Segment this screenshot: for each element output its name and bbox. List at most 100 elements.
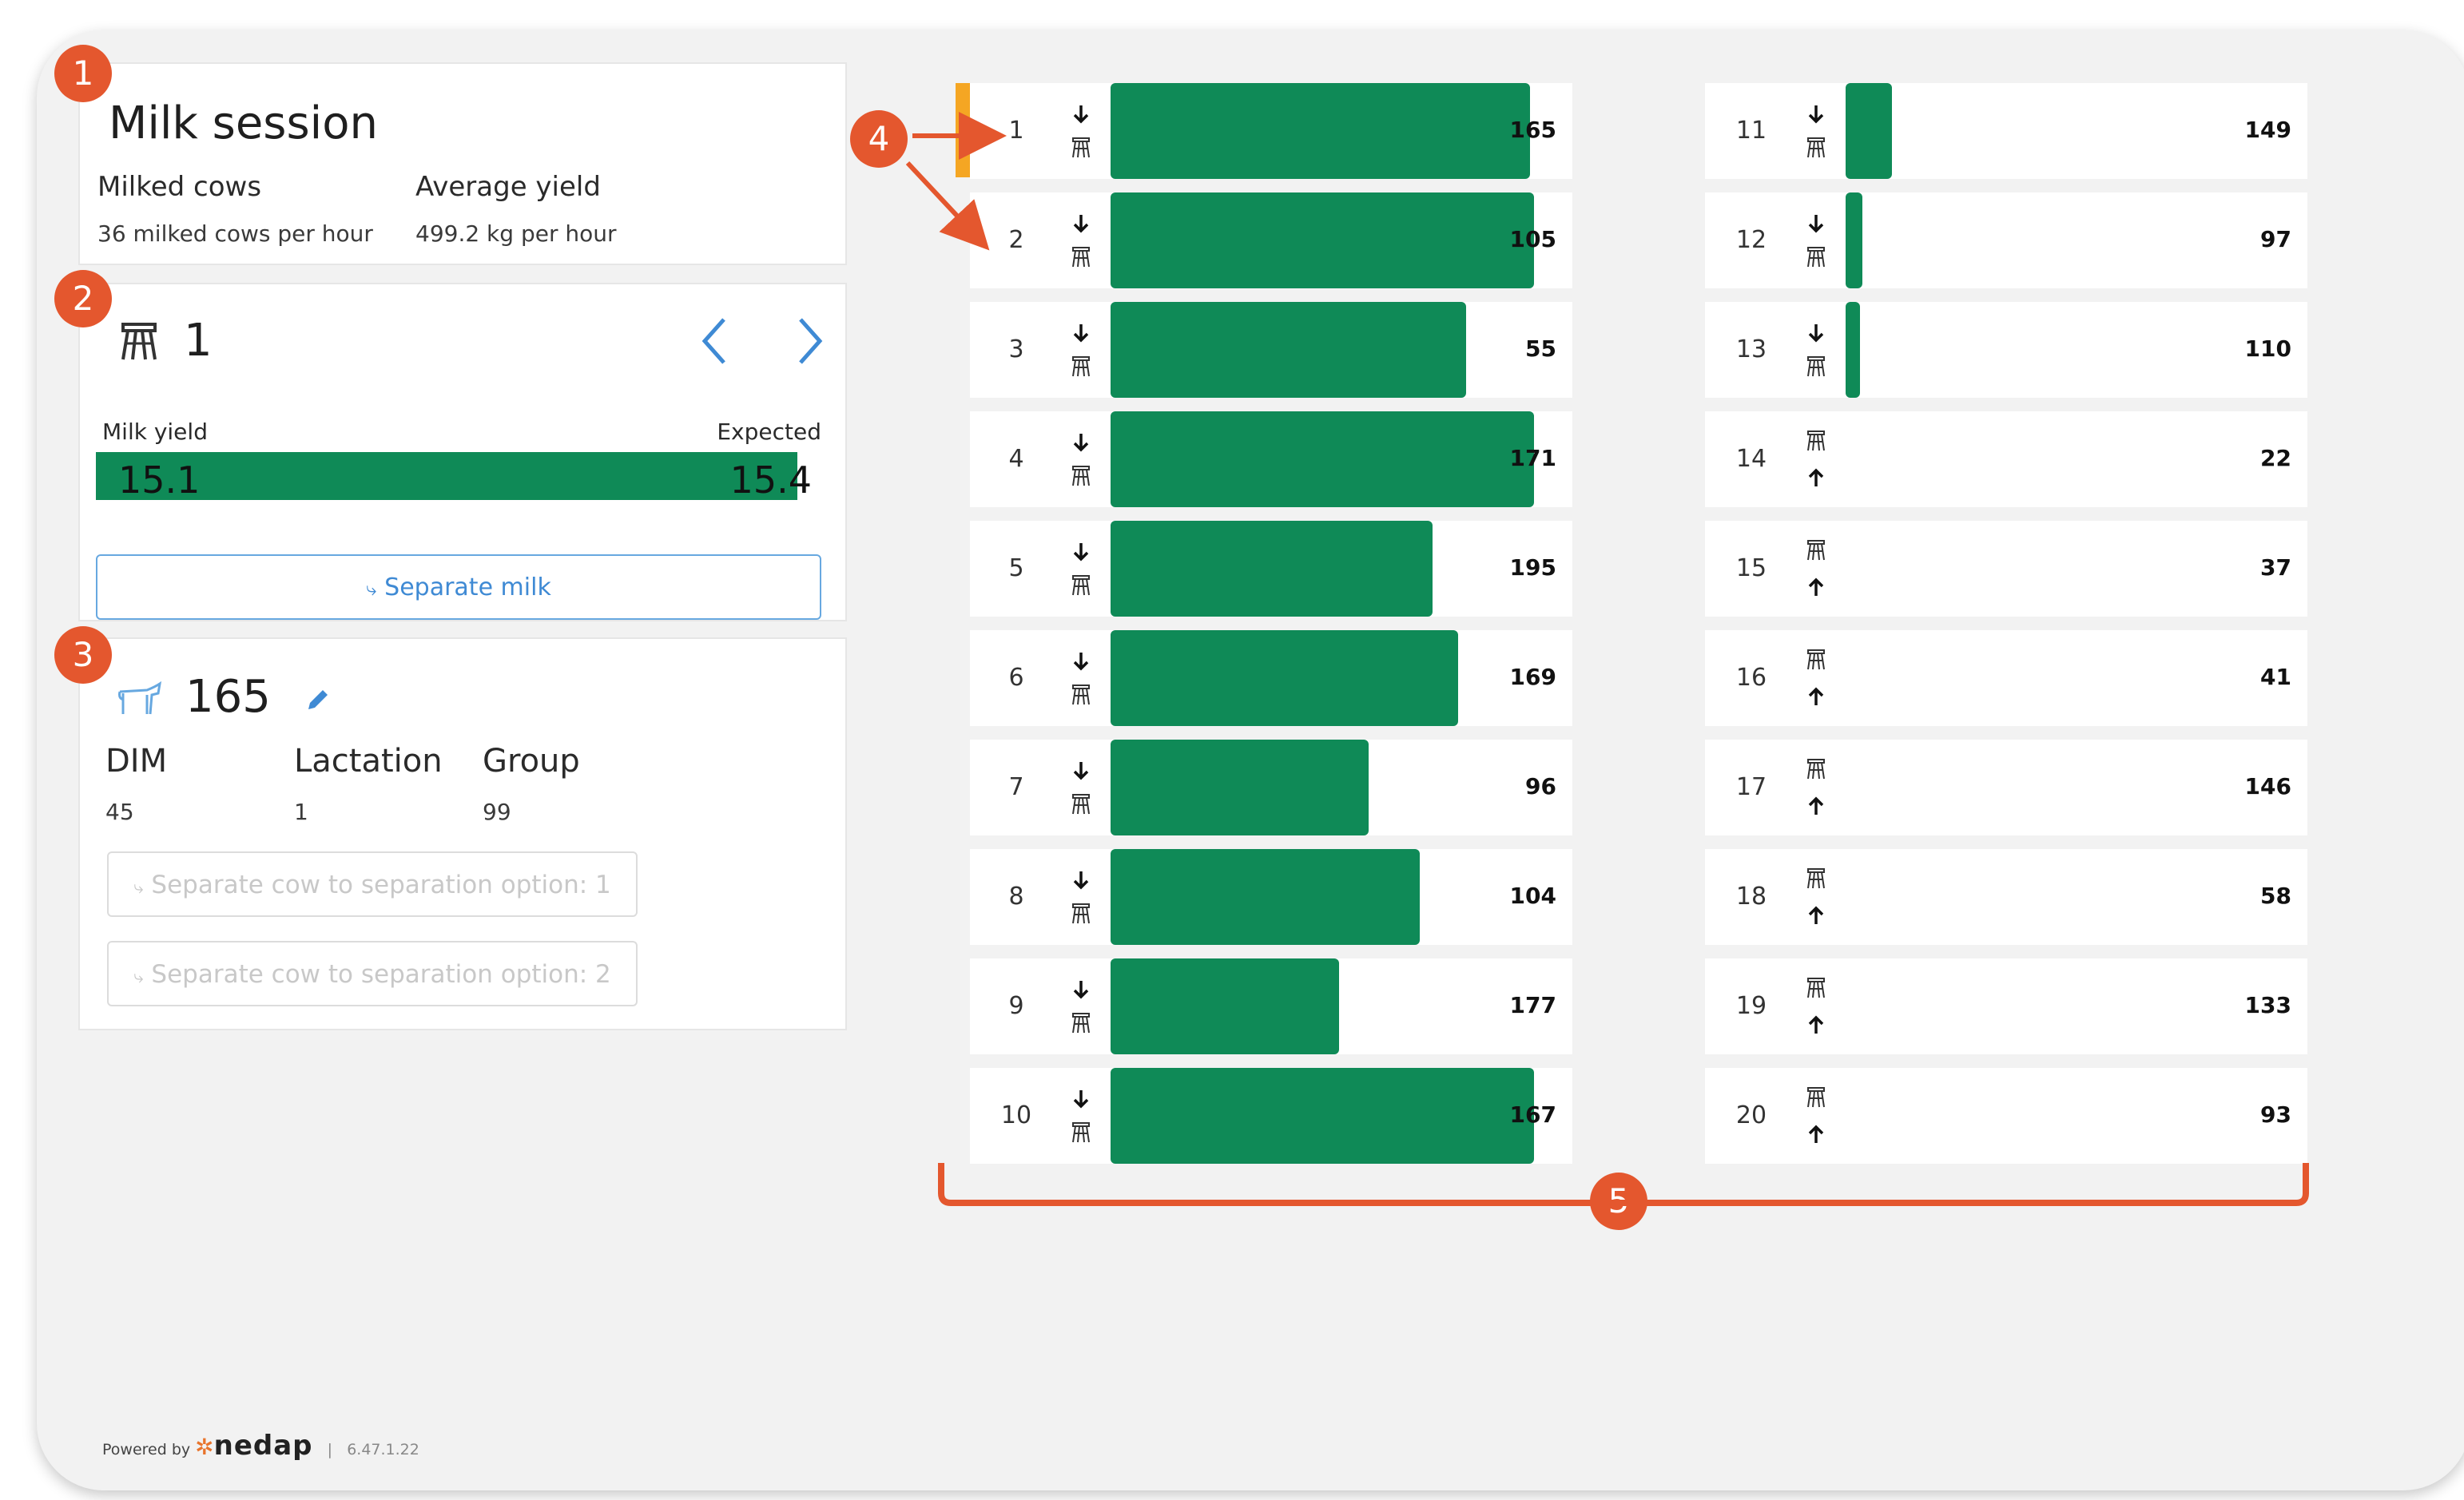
separation-option-2-button[interactable]: ⤷ Separate cow to separation option: 2 [107,941,638,1006]
milking-progress-bar [1846,302,1860,398]
separation-icon: ⤷ [133,878,144,898]
arrow-down-icon [1804,212,1828,236]
stall-row[interactable]: 1 165 [970,83,1572,179]
stall-row[interactable]: 16 41 [1705,630,2307,726]
cow-number: 55 [1525,335,1556,362]
stall-detail-card: 1 Milk yield Expected 15.1 15.4 ⤷ Separa… [80,284,845,620]
stall-number: 8 [1008,883,1024,911]
milking-cluster-icon [1069,245,1093,269]
milking-cluster-icon [1069,464,1093,488]
milking-cluster-icon [1069,792,1093,816]
stall-row[interactable]: 5 195 [970,521,1572,617]
stall-row[interactable]: 13 110 [1705,302,2307,398]
cow-number: 171 [1509,445,1556,471]
edit-pencil-icon[interactable] [304,687,331,714]
milking-progress-bar [1111,849,1420,945]
footer-separator: | [327,1441,333,1458]
stall-number: 11 [1735,117,1767,145]
lactation-value: 1 [294,799,308,825]
cow-number: 165 [1509,117,1556,143]
cow-number: 195 [1509,554,1556,581]
arrow-down-icon [1069,978,1093,1002]
stall-number: 6 [1008,664,1024,692]
stall-row[interactable]: 17 146 [1705,740,2307,835]
stall-row[interactable]: 4 171 [970,411,1572,507]
average-yield-value: 499.2 kg per hour [415,220,617,247]
dim-value: 45 [105,799,134,825]
arrow-down-icon [1069,868,1093,892]
stall-row[interactable]: 15 37 [1705,521,2307,617]
previous-stall-chevron-icon[interactable] [695,315,735,367]
cow-number: 93 [2260,1101,2291,1128]
stall-row[interactable]: 20 93 [1705,1068,2307,1164]
cow-number: 133 [2244,992,2291,1018]
cow-number: 146 [2244,773,2291,800]
stall-row[interactable]: 12 97 [1705,192,2307,288]
cow-detail-card: 165 DIM 45 Lactation 1 Group 99 ⤷ Separa… [80,639,845,1029]
milking-cluster-icon [1069,683,1093,707]
stall-number: 15 [1735,554,1767,582]
group-label: Group [483,743,580,780]
next-stall-chevron-icon[interactable] [789,315,829,367]
annotation-badge-5: 5 [1590,1173,1647,1230]
cow-number: 105 [1509,226,1556,252]
arrow-up-icon [1804,466,1828,490]
arrow-down-icon [1069,431,1093,454]
stall-row[interactable]: 10 167 [970,1068,1572,1164]
milking-progress-bar [1111,192,1534,288]
session-title: Milk session [109,97,378,149]
arrow-up-icon [1804,575,1828,599]
milked-cows-label: Milked cows [97,171,262,203]
arrow-down-icon [1069,321,1093,345]
stall-number: 16 [1735,664,1767,692]
annotation-badge-1: 1 [54,45,112,102]
stall-number: 12 [1735,226,1767,254]
milking-cluster-icon [1804,355,1828,379]
stall-row[interactable]: 3 55 [970,302,1572,398]
stall-row[interactable]: 2 105 [970,192,1572,288]
arrow-down-icon [1069,102,1093,126]
cow-number: 41 [2260,664,2291,690]
milking-progress-bar [1846,192,1862,288]
separate-milk-label: Separate milk [384,573,551,601]
milking-cluster-icon [1804,1085,1828,1109]
stall-row[interactable]: 19 133 [1705,958,2307,1054]
stall-row[interactable]: 6 169 [970,630,1572,726]
milking-cluster-icon [1069,1011,1093,1035]
milking-progress-bar [1111,740,1369,835]
dim-label: DIM [105,743,168,780]
stall-number: 17 [1735,773,1767,801]
stall-number: 14 [1735,445,1767,473]
footer: Powered by ✲nedap | 6.47.1.22 [102,1430,419,1462]
separate-milk-button[interactable]: ⤷ Separate milk [96,554,821,620]
stall-row[interactable]: 9 177 [970,958,1572,1054]
milking-progress-bar [1111,411,1534,507]
cow-number: 104 [1509,883,1556,909]
arrow-up-icon [1804,685,1828,708]
cow-number: 165 [185,671,271,723]
separation-option-1-button[interactable]: ⤷ Separate cow to separation option: 1 [107,851,638,917]
milking-progress-bar [1111,630,1458,726]
stall-row[interactable]: 11 149 [1705,83,2307,179]
separation-icon: ⤷ [133,967,144,987]
stall-number: 10 [1000,1101,1032,1129]
milking-progress-bar [1111,958,1339,1054]
milking-cluster-icon [1069,136,1093,160]
stall-row[interactable]: 8 104 [970,849,1572,945]
stall-number: 7 [1008,773,1024,801]
active-stall-marker [956,83,972,177]
stall-row[interactable]: 7 96 [970,740,1572,835]
arrow-down-icon [1069,212,1093,236]
milking-cluster-icon [1804,136,1828,160]
milking-progress-bar [1111,1068,1534,1164]
stall-number: 3 [1008,335,1024,363]
powered-by-label: Powered by [102,1441,191,1458]
milking-cluster-icon [1069,1121,1093,1145]
stall-row[interactable]: 18 58 [1705,849,2307,945]
stall-row[interactable]: 14 22 [1705,411,2307,507]
cow-number: 169 [1509,664,1556,690]
milking-progress-bar [1111,521,1433,617]
stall-number: 4 [1008,445,1024,473]
annotation-badge-2: 2 [54,270,112,327]
milk-yield-label: Milk yield [102,419,208,445]
